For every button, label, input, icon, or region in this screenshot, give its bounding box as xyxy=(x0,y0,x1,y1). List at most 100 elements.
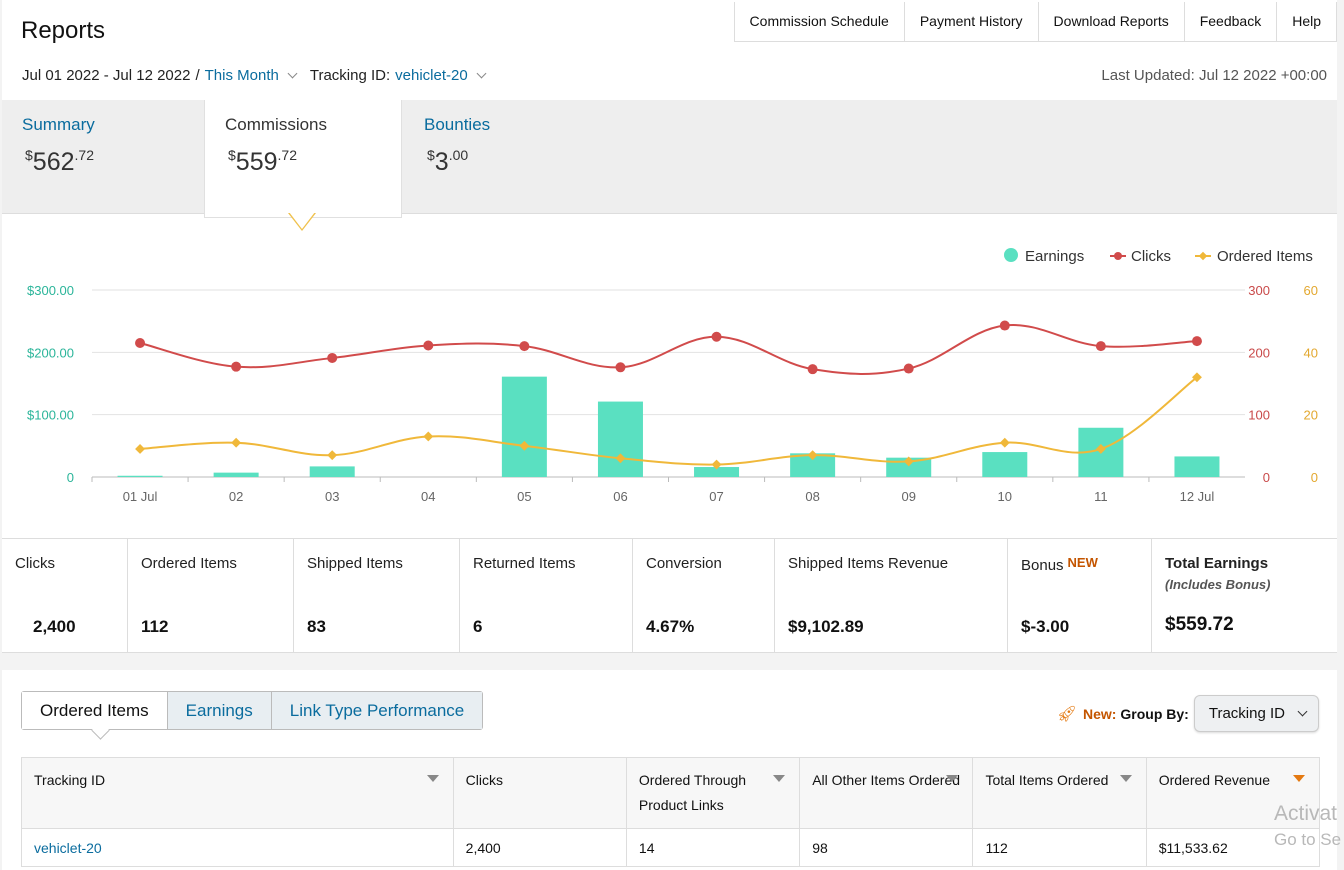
earnings-bar xyxy=(694,467,740,477)
watermark-line1: Activat xyxy=(1274,802,1338,825)
tab-bounties-label[interactable]: Bounties xyxy=(424,115,491,134)
group-by-label: Group By: xyxy=(1120,705,1189,722)
sort-icon[interactable] xyxy=(946,775,959,782)
legend-clicks: Clicks xyxy=(1131,248,1171,265)
tab-bounties[interactable]: Bounties $3.00 xyxy=(404,100,604,214)
nav-payment-history[interactable]: Payment History xyxy=(905,2,1039,41)
column-header-ordered-revenue[interactable]: Ordered Revenue xyxy=(1145,757,1321,829)
ordered-items-point xyxy=(1192,372,1202,383)
right-axis-2-tick: 40 xyxy=(1304,345,1318,360)
clicks-point xyxy=(231,361,242,372)
stat-conversion: Conversion 4.67% xyxy=(633,539,775,652)
tab-summary-label[interactable]: Summary xyxy=(22,115,95,134)
chart-panel: $300.00 300 60 $200.00 200 40 $100.00 100 20 0 0 0 0… xyxy=(2,214,1337,539)
x-axis-tick: 02 xyxy=(229,489,243,504)
group-by-select[interactable]: Tracking ID xyxy=(1193,695,1319,732)
stat-sublabel: (Includes Bonus) xyxy=(1165,577,1271,592)
x-axis-tick: 09 xyxy=(901,489,915,504)
clicks-line xyxy=(139,324,1198,375)
right-axis-tick: 300 xyxy=(1248,283,1270,298)
ordered-items-point xyxy=(903,456,914,467)
table-cell: $11,533.62 xyxy=(1145,828,1321,867)
stat-ordered-items: Ordered Items 112 xyxy=(128,539,294,652)
sort-icon[interactable] xyxy=(426,775,439,782)
stat-value: 6 xyxy=(473,617,483,636)
column-header-tracking-id[interactable]: Tracking ID xyxy=(21,757,454,829)
tracking-label: Tracking ID: xyxy=(309,67,391,84)
tracking-id-selector[interactable]: vehiclet-20 xyxy=(395,67,468,84)
period-selector[interactable]: This Month xyxy=(204,67,279,84)
date-range: Jul 01 2022 - Jul 12 2022 xyxy=(22,67,191,84)
earnings-bar xyxy=(117,475,163,477)
clicks-point xyxy=(327,352,338,363)
group-by-value: Tracking ID xyxy=(1208,705,1285,722)
earnings-bar xyxy=(790,453,836,477)
nav-help[interactable]: Help xyxy=(1277,2,1337,41)
stat-bonus: Bonus NEW $-3.00 xyxy=(1008,539,1152,652)
page-title: Reports xyxy=(21,17,106,44)
stat-label: Shipped Items xyxy=(307,555,403,572)
stats-row: Clicks 2,400 Ordered Items 112 Shipped I… xyxy=(2,539,1337,653)
column-header-clicks[interactable]: Clicks xyxy=(452,757,627,829)
legend-ordered-items: Ordered Items xyxy=(1217,248,1313,265)
stat-shipped-items: Shipped Items 83 xyxy=(294,539,460,652)
x-axis-tick: 12 Jul xyxy=(1180,489,1215,504)
new-label: New: xyxy=(1082,705,1117,722)
stat-label: Clicks xyxy=(15,555,55,572)
sort-icon[interactable] xyxy=(1293,775,1305,782)
bounties-amount: $3.00 xyxy=(427,147,469,176)
right-axis-tick: 200 xyxy=(1248,345,1270,360)
earnings-bar xyxy=(309,466,355,477)
clicks-point xyxy=(903,363,914,374)
sort-icon[interactable] xyxy=(1119,775,1132,782)
ordered-items-point xyxy=(519,440,530,451)
ordered-items-point xyxy=(711,459,722,470)
table-header-row: Tracking ID Clicks Ordered Through Produ… xyxy=(21,757,1321,829)
rocket-icon: 🚀︎ xyxy=(1056,705,1077,723)
left-axis-tick: $100.00 xyxy=(27,408,74,423)
nav-feedback[interactable]: Feedback xyxy=(1185,2,1278,41)
summary-amount: $562.72 xyxy=(25,147,94,176)
column-header-total-items[interactable]: Total Items Ordered xyxy=(972,757,1147,829)
tab-earnings[interactable]: Earnings xyxy=(167,692,272,729)
clicks-point xyxy=(999,320,1010,331)
tracking-id-link[interactable]: vehiclet-20 xyxy=(21,828,454,867)
commissions-amount: $559.72 xyxy=(228,147,297,176)
x-axis-tick: 01 Jul xyxy=(123,489,158,504)
x-axis-tick: 07 xyxy=(709,489,723,504)
left-axis-tick: $300.00 xyxy=(27,283,74,298)
stat-label: Conversion xyxy=(646,555,722,572)
ordered-items-point xyxy=(615,453,626,464)
column-header-ordered-through-links[interactable]: Ordered Through Product Links xyxy=(625,757,801,829)
tab-commissions[interactable]: Commissions $559.72 xyxy=(204,100,402,218)
left-axis-tick: 0 xyxy=(67,470,74,485)
chevron-down-icon[interactable] xyxy=(476,68,487,79)
tab-commissions-label[interactable]: Commissions xyxy=(225,115,328,134)
table-cell: 112 xyxy=(972,828,1147,867)
watermark-line2: Go to Se xyxy=(1274,830,1342,849)
report-table: Tracking ID Clicks Ordered Through Produ… xyxy=(21,757,1321,867)
stat-total-earnings: Total Earnings (Includes Bonus) $559.72 xyxy=(1152,539,1337,652)
ordered-items-point xyxy=(327,450,338,461)
stat-value: $559.72 xyxy=(1165,614,1234,635)
tab-link-type-performance[interactable]: Link Type Performance xyxy=(271,692,483,729)
right-axis-2-tick: 0 xyxy=(1311,470,1318,485)
tab-ordered-items[interactable]: Ordered Items xyxy=(22,692,168,729)
chevron-down-icon[interactable] xyxy=(287,68,298,79)
tab-summary[interactable]: Summary $562.72 xyxy=(2,100,202,214)
x-axis-tick: 11 xyxy=(1094,489,1108,504)
x-axis-tick: 04 xyxy=(421,489,435,504)
nav-download-reports[interactable]: Download Reports xyxy=(1039,2,1185,41)
date-row: Jul 01 2022 - Jul 12 2022 / This Month T… xyxy=(22,67,493,84)
earnings-bar xyxy=(982,452,1028,477)
ordered-items-point xyxy=(423,431,434,442)
stat-label: Shipped Items Revenue xyxy=(788,555,949,572)
sort-icon[interactable] xyxy=(773,775,786,782)
clicks-point xyxy=(519,341,530,352)
nav-commission-schedule[interactable]: Commission Schedule xyxy=(735,2,905,41)
right-axis-tick: 100 xyxy=(1248,408,1270,423)
stat-label: Bonus NEW xyxy=(1021,555,1098,574)
column-header-all-other-items[interactable]: All Other Items Ordered xyxy=(799,757,974,829)
ordered-items-point xyxy=(999,437,1010,448)
ordered-items-point xyxy=(1095,444,1106,454)
